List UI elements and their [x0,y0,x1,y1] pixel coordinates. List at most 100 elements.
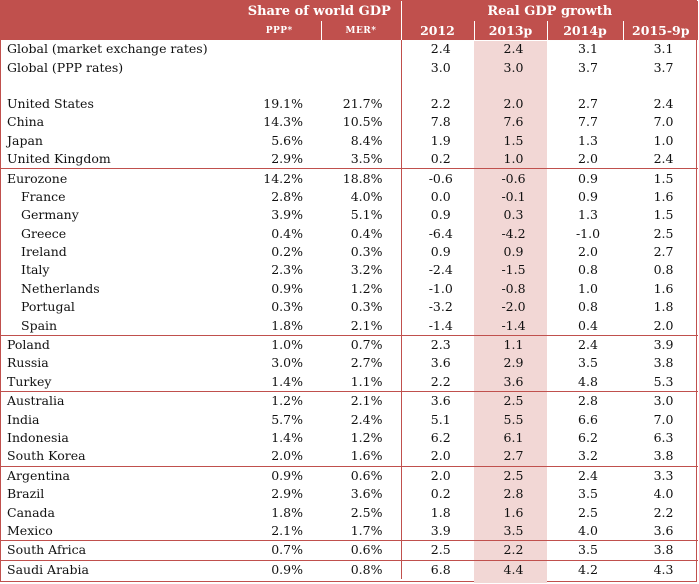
empty-cell [623,77,698,95]
spacer-row [1,76,698,95]
growth-2015-9p-cell: 4.0 [653,486,674,502]
growth-2012-cell: -0.6 [401,168,474,188]
country-name-cell: Portugal [21,299,75,315]
ppp-share-cell: 0.9% [271,280,303,296]
growth-2015-9p-cell: 3.7 [653,59,674,75]
growth-2012-cell: 3.6 [401,391,474,411]
growth-2014p-cell: 2.8 [547,391,623,411]
mer-share-cell: 3.2% [321,261,402,280]
mer-share-cell: 1.2% [321,428,402,448]
table-row: Turkey 1.4% 1.1% 2.2 3.6 4.8 5.3 [1,372,698,392]
ppp-share-cell: 1.8% [271,317,303,333]
mer-share-cell: 2.7% [321,354,402,373]
mer-share-cell [321,58,402,77]
growth-2012-cell: -6.4 [428,225,453,241]
ppp-share-cell: 19.1% [263,95,303,111]
growth-2015-9p-cell: 6.3 [653,430,674,445]
growth-2012-cell: 0.2 [430,151,451,167]
country-name-cell: Turkey [7,373,52,389]
country-name-cell: China [7,114,45,130]
table-row: Global (PPP rates) 3.0 3.0 3.7 3.7 [1,58,698,77]
growth-2012-cell: 3.6 [430,355,451,371]
growth-2013p-cell: 1.5 [503,132,524,148]
growth-2013p-cell: -0.1 [501,188,526,204]
growth-2015-9p-cell: 3.9 [623,334,699,355]
mer-share-cell: 0.6% [321,465,402,485]
country-name-cell: Australia [1,391,238,411]
growth-2013p-cell: 0.3 [503,207,524,223]
country-name-cell: Netherlands [21,280,100,296]
ppp-share-cell: 0.9% [238,559,321,579]
country-name-cell: Indonesia [7,430,69,445]
mer-share-cell: 8.4% [321,131,402,150]
growth-2014p-cell: 0.9 [547,168,623,188]
country-name-cell: United States [7,95,94,111]
mer-share-cell: 2.5% [321,503,402,522]
country-name-cell: Canada [7,504,55,520]
growth-2012-cell: 3.0 [430,59,451,75]
mer-share-cell: 10.5% [321,113,402,132]
real-gdp-growth-header: Real GDP growth [401,1,699,21]
growth-2014p-cell: 1.3 [578,207,598,223]
growth-2013p-cell: 1.0 [503,151,524,167]
growth-2013p-cell: 7.6 [503,114,524,130]
growth-2013p-cell: -4.2 [501,225,526,241]
country-name-cell: United Kingdom [7,151,111,167]
year-header-2012: 2012 [401,21,475,40]
growth-2012-cell: 5.1 [430,411,451,427]
ppp-share-cell: 2.9% [271,151,303,167]
year-header-2013p: 2013p [474,21,548,40]
growth-2014p-cell: 6.2 [578,430,598,445]
growth-2015-9p-cell: 1.8 [653,299,674,315]
ppp-share-cell: 2.9% [271,486,303,502]
growth-2012-cell: -1.4 [428,317,453,333]
growth-2014p-cell: 3.5 [578,486,598,502]
mer-share-cell: 18.8% [321,168,402,188]
growth-2013p-cell: 2.7 [503,448,524,464]
table-row: Russia 3.0% 2.7% 3.6 2.9 3.5 3.8 [1,354,698,373]
table-row: Mexico 2.1% 1.7% 3.9 3.5 4.0 3.6 [1,521,698,541]
growth-2014p-cell: 3.7 [578,59,598,75]
growth-2015-9p-cell: 3.1 [653,41,674,57]
growth-2012-cell: 1.9 [430,132,451,148]
growth-2014p-cell: 3.5 [578,355,598,371]
growth-2014p-cell: 4.2 [547,559,623,579]
table-row: South Africa 0.7% 0.6% 2.5 2.2 3.5 3.8 [1,540,699,561]
mer-share-cell: 0.4% [321,224,402,243]
country-name-cell: Argentina [1,465,238,485]
country-name-cell: France [21,188,66,204]
growth-2013p-cell: 6.1 [503,430,524,445]
growth-2012-cell: 2.2 [430,95,451,111]
growth-2012-cell: 2.0 [430,448,451,464]
growth-2013p-cell: 2.5 [474,465,547,485]
country-name-cell: Russia [7,355,49,371]
growth-2014p-cell: 3.2 [578,448,598,464]
growth-2015-9p-cell: 5.3 [653,373,674,389]
growth-2013p-cell: -0.6 [474,168,547,188]
growth-2014p-cell: 6.6 [578,411,598,427]
growth-2015-9p-cell: 3.6 [653,522,674,538]
growth-2015-9p-cell: 1.6 [653,188,674,204]
table-row: Japan 5.6% 8.4% 1.9 1.5 1.3 1.0 [1,131,698,150]
ppp-share-cell: 2.0% [271,448,303,464]
growth-2012-cell: 6.2 [430,430,451,445]
growth-2014p-cell: 1.0 [578,280,598,296]
mer-share-cell: 0.3% [321,298,402,317]
growth-2012-cell: -3.2 [428,299,453,315]
mer-share-cell: 0.7% [321,334,402,355]
growth-2013p-cell: 3.5 [503,522,524,538]
growth-2014p-cell: 4.8 [578,373,598,389]
table-row: Eurozone 14.2% 18.8% -0.6 -0.6 0.9 1.5 [1,168,699,188]
ppp-share-cell: 0.3% [271,299,303,315]
growth-2012-cell: 1.8 [430,504,451,520]
empty-cell [238,77,321,95]
country-name-cell: Mexico [7,522,53,538]
empty-cell [321,76,402,95]
empty-cell [1,77,238,95]
ppp-share-cell: 0.4% [271,225,303,241]
ppp-share-cell [238,58,321,76]
ppp-header: PPP* [238,21,322,40]
ppp-share-cell: 2.8% [271,188,303,204]
growth-2015-9p-cell: 1.5 [623,168,699,188]
empty-cell [401,77,474,95]
